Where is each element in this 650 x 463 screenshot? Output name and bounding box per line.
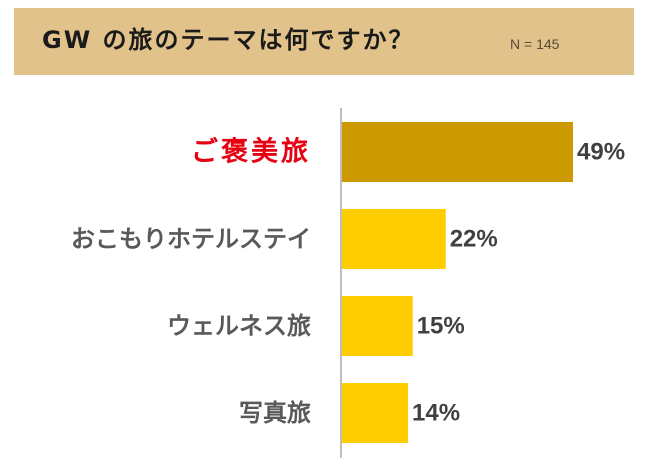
- bar-1: [342, 122, 573, 182]
- bar-3: [342, 296, 413, 356]
- category-label-2: おこもりホテルステイ: [71, 225, 311, 253]
- chart-title: GW の旅のテーマは何ですか？: [42, 26, 415, 54]
- bar-2: [342, 209, 446, 269]
- sample-size: N = 145: [510, 36, 560, 52]
- value-label-4: 14%: [412, 400, 460, 427]
- bars-layer: [342, 122, 573, 443]
- title-band: [14, 8, 634, 75]
- value-label-2: 22%: [450, 226, 498, 253]
- value-label-3: 15%: [417, 313, 465, 340]
- bar-4: [342, 383, 408, 443]
- category-label-4: 写真旅: [239, 399, 311, 427]
- labels-layer: ご褒美旅 49% おこもりホテルステイ 22% ウェルネス旅 15% 写真旅 14%: [71, 136, 625, 428]
- value-label-1: 49%: [577, 139, 625, 166]
- category-label-3: ウェルネス旅: [167, 312, 311, 340]
- category-label-1: ご褒美旅: [191, 136, 311, 168]
